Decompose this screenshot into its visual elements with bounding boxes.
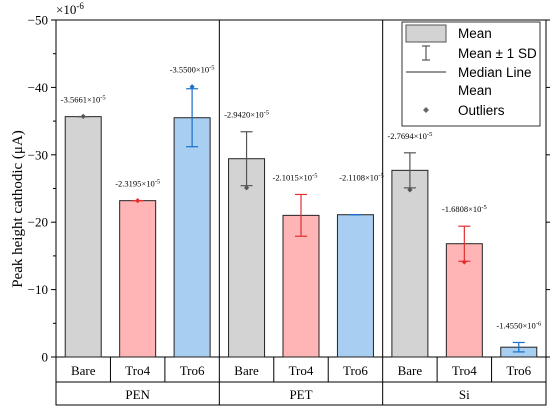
y-tick-label: −10	[28, 282, 48, 297]
data-label: -2.9420×10-5	[224, 110, 269, 120]
legend-label: Mean	[458, 26, 492, 41]
legend-label: Outliers	[458, 103, 505, 118]
data-label: -2.1015×10-5	[273, 172, 318, 182]
bar-si-bare	[391, 169, 429, 358]
data-label: -2.3195×10-5	[115, 179, 160, 189]
y-axis-title: Peak height cathodic (μA)	[10, 130, 26, 288]
category-label: Bare	[71, 363, 96, 378]
category-label: Bare	[398, 363, 423, 378]
outlier-marker	[189, 84, 195, 90]
legend-diamond-symbol	[423, 107, 429, 113]
category-label: Bare	[234, 363, 259, 378]
legend-label: Mean	[458, 83, 492, 98]
group-label: Si	[459, 387, 470, 402]
category-label: Tro6	[506, 363, 531, 378]
category-label: Tro4	[125, 363, 150, 378]
bar-pet-bare	[228, 158, 266, 358]
y-tick-label: −20	[28, 215, 48, 230]
outlier-marker	[135, 198, 141, 204]
legend-label: Median Line	[458, 65, 532, 80]
bar-pen-tro4	[119, 200, 157, 358]
outlier-marker	[80, 113, 86, 119]
group-label: PET	[289, 387, 312, 402]
data-label: -3.5661×10-5	[61, 94, 106, 104]
bar-pen-bare	[64, 116, 102, 358]
bar-pet-tro6	[336, 214, 374, 358]
y-tick-label: 0	[42, 350, 49, 365]
y-tick-label: −40	[28, 80, 48, 95]
bar-pen-tro6	[173, 117, 211, 358]
category-label: Tro6	[180, 363, 205, 378]
outlier-marker	[243, 185, 250, 191]
y-axis-multiplier: ×10-6	[56, 1, 84, 17]
y-tick-label: −30	[28, 147, 48, 162]
outlier-marker	[461, 259, 467, 265]
data-label: -2.1108×10-5	[339, 172, 384, 182]
category-label: Tro4	[452, 363, 477, 378]
data-label: -3.5500×10-5	[170, 65, 215, 75]
legend-box-symbol	[405, 24, 447, 43]
data-label: -1.6808×10-5	[442, 204, 487, 214]
category-label: Tro6	[343, 363, 368, 378]
group-label: PEN	[125, 387, 150, 402]
data-label: -1.4550×10-6	[496, 320, 542, 330]
category-label: Tro4	[289, 363, 314, 378]
outlier-marker	[407, 187, 413, 193]
legend-label: Mean ± 1 SD	[458, 46, 537, 61]
y-tick-label: −50	[28, 13, 48, 28]
data-label: -2.7694×10-5	[387, 131, 432, 141]
legend: Mean Mean ± 1 SD Median Line Mean Outliers	[401, 21, 541, 127]
